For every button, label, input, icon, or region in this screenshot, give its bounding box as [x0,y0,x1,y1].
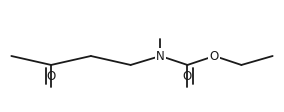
Text: N: N [156,50,165,62]
Text: O: O [210,50,219,62]
Text: O: O [183,70,192,83]
Text: O: O [47,70,56,83]
